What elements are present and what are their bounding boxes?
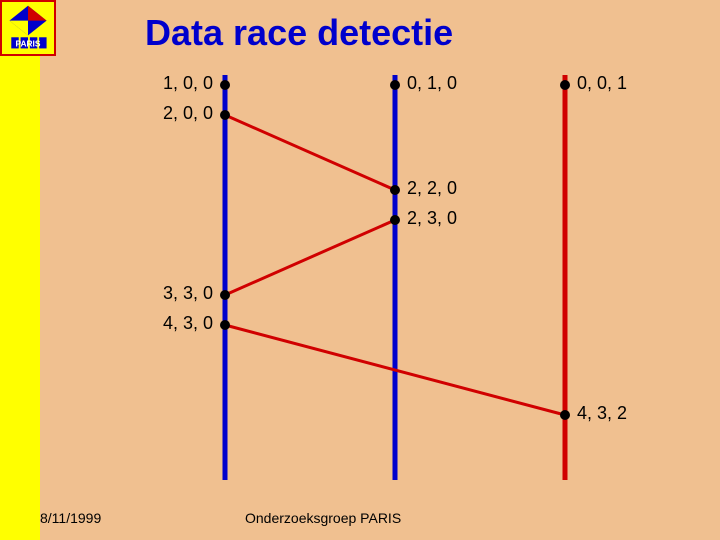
vector-clock-label: 4, 3, 2 bbox=[577, 403, 627, 424]
footer-date: 8/11/1999 bbox=[40, 510, 101, 526]
footer-organization: Onderzoeksgroep PARIS bbox=[245, 510, 401, 526]
vector-clock-label: 0, 1, 0 bbox=[407, 73, 457, 94]
vector-clock-label: 2, 2, 0 bbox=[407, 178, 457, 199]
vector-clock-label: 2, 3, 0 bbox=[407, 208, 457, 229]
vector-clock-label: 0, 0, 1 bbox=[577, 73, 627, 94]
vector-clock-label: 3, 3, 0 bbox=[163, 283, 213, 304]
vector-clock-label: 4, 3, 0 bbox=[163, 313, 213, 334]
vector-clock-label: 1, 0, 0 bbox=[163, 73, 213, 94]
vector-clock-label: 2, 0, 0 bbox=[163, 103, 213, 124]
